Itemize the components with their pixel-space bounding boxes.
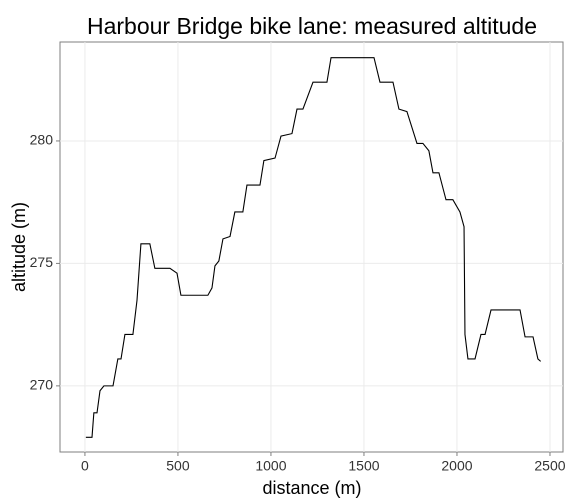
altitude-line (85, 57, 542, 438)
x-tick-label: 1000 (255, 458, 286, 474)
y-tick-label: 280 (30, 132, 54, 148)
x-axis-label: distance (m) (262, 478, 361, 498)
x-tick-label: 2500 (534, 458, 565, 474)
x-tick-label: 500 (166, 458, 190, 474)
y-axis-label: altitude (m) (9, 202, 29, 292)
y-tick-label: 270 (30, 377, 54, 393)
x-tick-label: 0 (81, 458, 89, 474)
chart-title: Harbour Bridge bike lane: measured altit… (87, 13, 537, 39)
panel (59, 41, 564, 453)
y-tick-label: 275 (30, 254, 54, 270)
x-tick-label: 1500 (348, 458, 379, 474)
x-tick-label: 2000 (441, 458, 472, 474)
